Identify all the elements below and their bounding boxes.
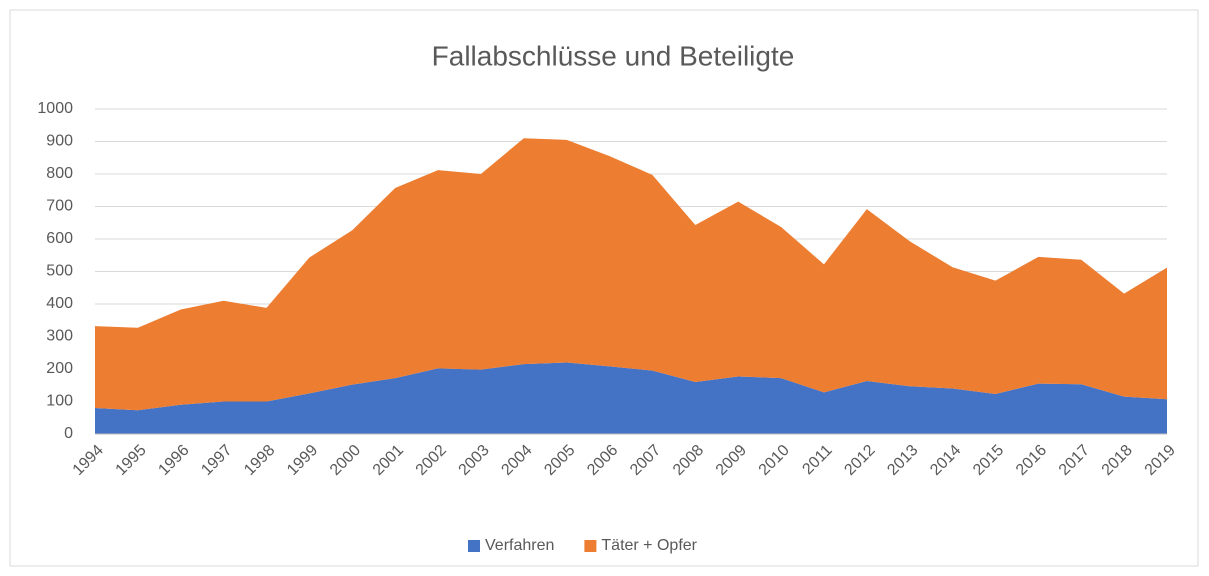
legend-label: Verfahren [485, 537, 554, 554]
y-tick-label: 800 [46, 165, 73, 182]
y-tick-label: 900 [46, 133, 73, 150]
y-tick-label: 400 [46, 295, 73, 312]
y-tick-label: 0 [64, 425, 73, 442]
y-tick-label: 1000 [37, 100, 73, 117]
area [95, 138, 1167, 411]
y-tick-label: 200 [46, 360, 73, 377]
y-tick-label: 700 [46, 198, 73, 215]
y-tick-label: 600 [46, 230, 73, 247]
area [95, 362, 1167, 434]
chart-title: Fallabschlüsse und Beteiligte [432, 40, 795, 71]
y-tick-label: 300 [46, 328, 73, 345]
legend-swatch [584, 540, 597, 552]
y-tick-label: 500 [46, 263, 73, 280]
legend-swatch [468, 540, 480, 552]
legend-label: Täter + Opfer [601, 537, 697, 554]
y-tick-label: 100 [46, 393, 73, 410]
